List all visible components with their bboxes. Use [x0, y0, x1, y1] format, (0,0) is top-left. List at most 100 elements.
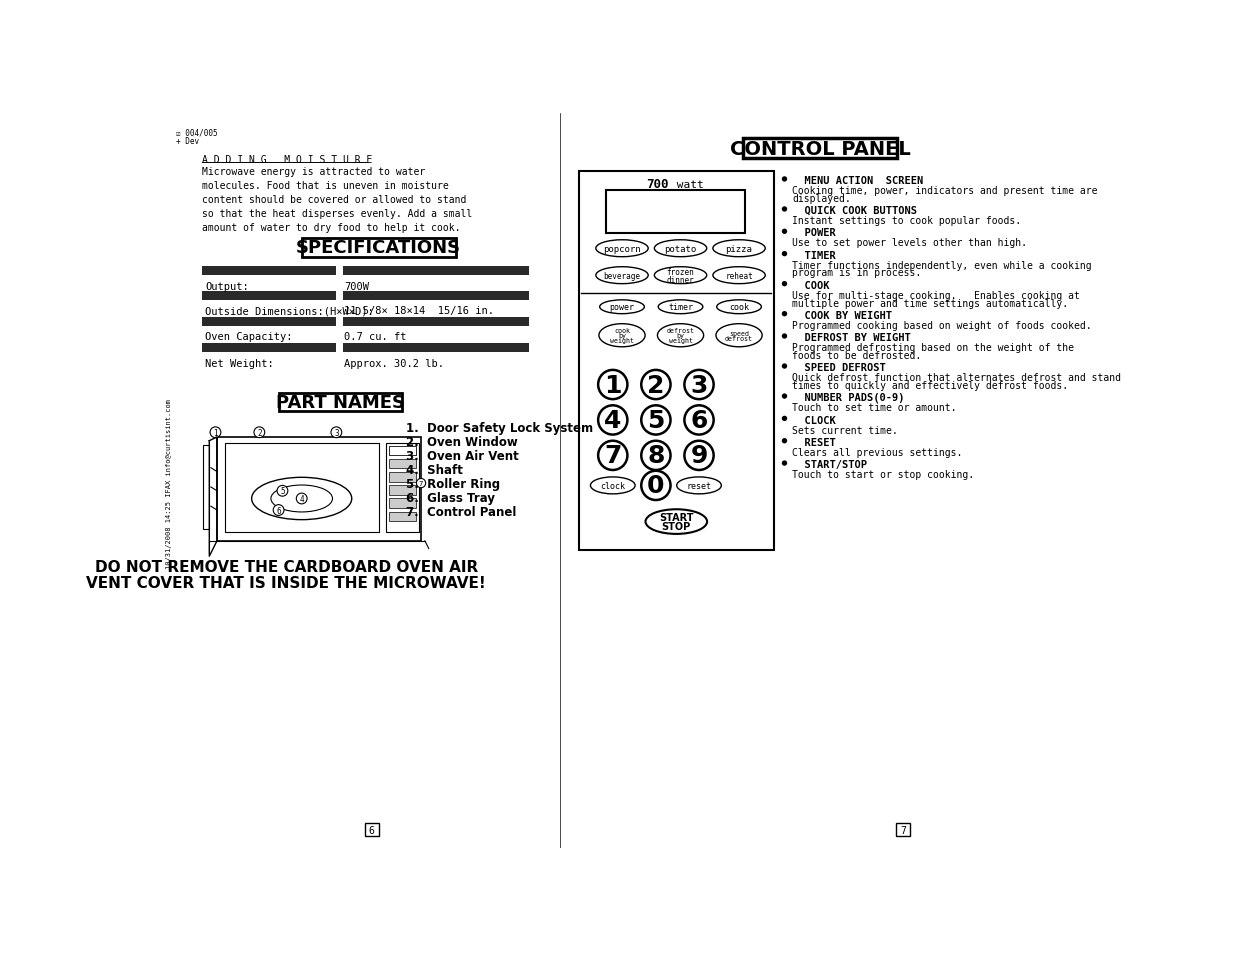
Text: Programmed defrosting based on the weight of the: Programmed defrosting based on the weigh… — [792, 343, 1074, 353]
Bar — [390, 499, 416, 508]
Text: program is in process.: program is in process. — [792, 268, 922, 278]
Ellipse shape — [658, 300, 703, 314]
Text: START
STOP: START STOP — [659, 513, 693, 532]
Text: power: power — [610, 303, 634, 312]
Ellipse shape — [717, 300, 762, 314]
Text: 3.  Oven Air Vent: 3. Oven Air Vent — [406, 450, 518, 463]
Text: times to quickly and effectively defrost foods.: times to quickly and effectively defrost… — [792, 380, 1068, 391]
Bar — [386, 443, 418, 532]
Circle shape — [782, 312, 787, 317]
Text: COOK BY WEIGHT: COOK BY WEIGHT — [792, 311, 892, 320]
Ellipse shape — [713, 268, 766, 284]
Bar — [201, 267, 336, 275]
Text: START/STOP: START/STOP — [792, 459, 867, 470]
Circle shape — [782, 207, 787, 213]
Text: DO NOT REMOVE THE CARDBOARD OVEN AIR: DO NOT REMOVE THE CARDBOARD OVEN AIR — [95, 559, 478, 574]
Circle shape — [782, 394, 787, 399]
Text: Outside Dimensions:(H×W×D):: Outside Dimensions:(H×W×D): — [205, 306, 375, 315]
Text: TIMER: TIMER — [792, 251, 836, 260]
Bar — [390, 447, 416, 456]
Text: Microwave energy is attracted to water
molecules. Food that is uneven in moistur: Microwave energy is attracted to water m… — [201, 167, 472, 233]
Bar — [896, 823, 911, 836]
Text: Touch to set time or amount.: Touch to set time or amount. — [792, 403, 957, 413]
Text: beverage: beverage — [603, 272, 641, 280]
Text: reheat: reheat — [726, 272, 753, 280]
Circle shape — [274, 505, 284, 516]
Circle shape — [277, 486, 287, 497]
Circle shape — [684, 371, 713, 399]
Bar — [279, 394, 402, 412]
Circle shape — [254, 428, 265, 438]
Text: 11 5/8× 18×14  15/16 in.: 11 5/8× 18×14 15/16 in. — [343, 306, 495, 315]
Bar — [201, 344, 336, 353]
Text: displayed.: displayed. — [792, 193, 851, 204]
Circle shape — [782, 438, 787, 444]
Text: cook: cook — [729, 303, 749, 312]
Bar — [743, 139, 897, 159]
Bar — [201, 292, 336, 300]
Bar — [201, 317, 336, 327]
Circle shape — [598, 441, 627, 471]
Text: Programmed cooking based on weight of foods cooked.: Programmed cooking based on weight of fo… — [792, 320, 1092, 331]
Text: 7: 7 — [418, 480, 423, 487]
Text: Net Weight:: Net Weight: — [205, 358, 275, 368]
Text: COOK: COOK — [792, 280, 829, 291]
Text: 2: 2 — [647, 374, 664, 397]
Text: 7: 7 — [605, 444, 622, 468]
Circle shape — [684, 406, 713, 436]
Circle shape — [210, 428, 221, 438]
Text: Timer functions independently, even while a cooking: Timer functions independently, even whil… — [792, 260, 1092, 271]
Text: 7: 7 — [901, 824, 906, 835]
Text: 7.  Control Panel: 7. Control Panel — [406, 505, 516, 518]
Bar — [342, 344, 528, 353]
Text: speed
defrost: speed defrost — [726, 331, 753, 341]
Circle shape — [782, 252, 787, 257]
Bar — [390, 486, 416, 496]
Text: popcorn: popcorn — [603, 245, 641, 253]
Circle shape — [641, 371, 671, 399]
Text: 8: 8 — [647, 444, 664, 468]
Circle shape — [296, 494, 307, 504]
Text: 700: 700 — [646, 178, 668, 191]
Ellipse shape — [596, 268, 648, 284]
Text: 1: 1 — [605, 374, 622, 397]
Circle shape — [641, 472, 671, 500]
Text: RESET: RESET — [792, 437, 836, 447]
Ellipse shape — [677, 477, 722, 495]
Text: Oven Capacity:: Oven Capacity: — [205, 332, 294, 342]
Text: VENT COVER THAT IS INSIDE THE MICROWAVE!: VENT COVER THAT IS INSIDE THE MICROWAVE! — [86, 576, 486, 591]
Text: Output:: Output: — [205, 281, 250, 292]
Text: Sets current time.: Sets current time. — [792, 425, 898, 436]
Text: MENU ACTION  SCREEN: MENU ACTION SCREEN — [792, 176, 923, 186]
Circle shape — [782, 230, 787, 234]
Text: SPEED DEFROST: SPEED DEFROST — [792, 363, 886, 373]
Circle shape — [598, 406, 627, 436]
Text: 5.  Roller Ring: 5. Roller Ring — [406, 477, 500, 491]
Text: potato: potato — [664, 245, 697, 253]
Text: cook
by
weight: cook by weight — [610, 328, 634, 344]
Text: CLOCK: CLOCK — [792, 416, 836, 425]
Circle shape — [782, 282, 787, 287]
Bar — [365, 823, 378, 836]
Ellipse shape — [600, 300, 644, 314]
Ellipse shape — [657, 324, 703, 348]
Bar — [390, 447, 416, 456]
Ellipse shape — [654, 240, 707, 257]
Circle shape — [598, 371, 627, 399]
Ellipse shape — [654, 268, 707, 284]
Text: QUICK COOK BUTTONS: QUICK COOK BUTTONS — [792, 206, 917, 216]
Circle shape — [782, 364, 787, 370]
Circle shape — [331, 428, 342, 438]
Text: Use to set power levels other than high.: Use to set power levels other than high. — [792, 238, 1027, 248]
Text: CONTROL PANEL: CONTROL PANEL — [729, 139, 911, 158]
Text: 6: 6 — [276, 506, 281, 515]
Text: 0: 0 — [647, 474, 664, 497]
Text: 700W: 700W — [343, 281, 368, 292]
Text: reset: reset — [687, 481, 712, 491]
Bar — [342, 317, 528, 327]
Text: Approx. 30.2 lb.: Approx. 30.2 lb. — [343, 358, 445, 368]
Text: clock: clock — [601, 481, 626, 491]
Text: Instant settings to cook popular foods.: Instant settings to cook popular foods. — [792, 216, 1022, 226]
Ellipse shape — [646, 510, 707, 535]
Circle shape — [684, 441, 713, 471]
